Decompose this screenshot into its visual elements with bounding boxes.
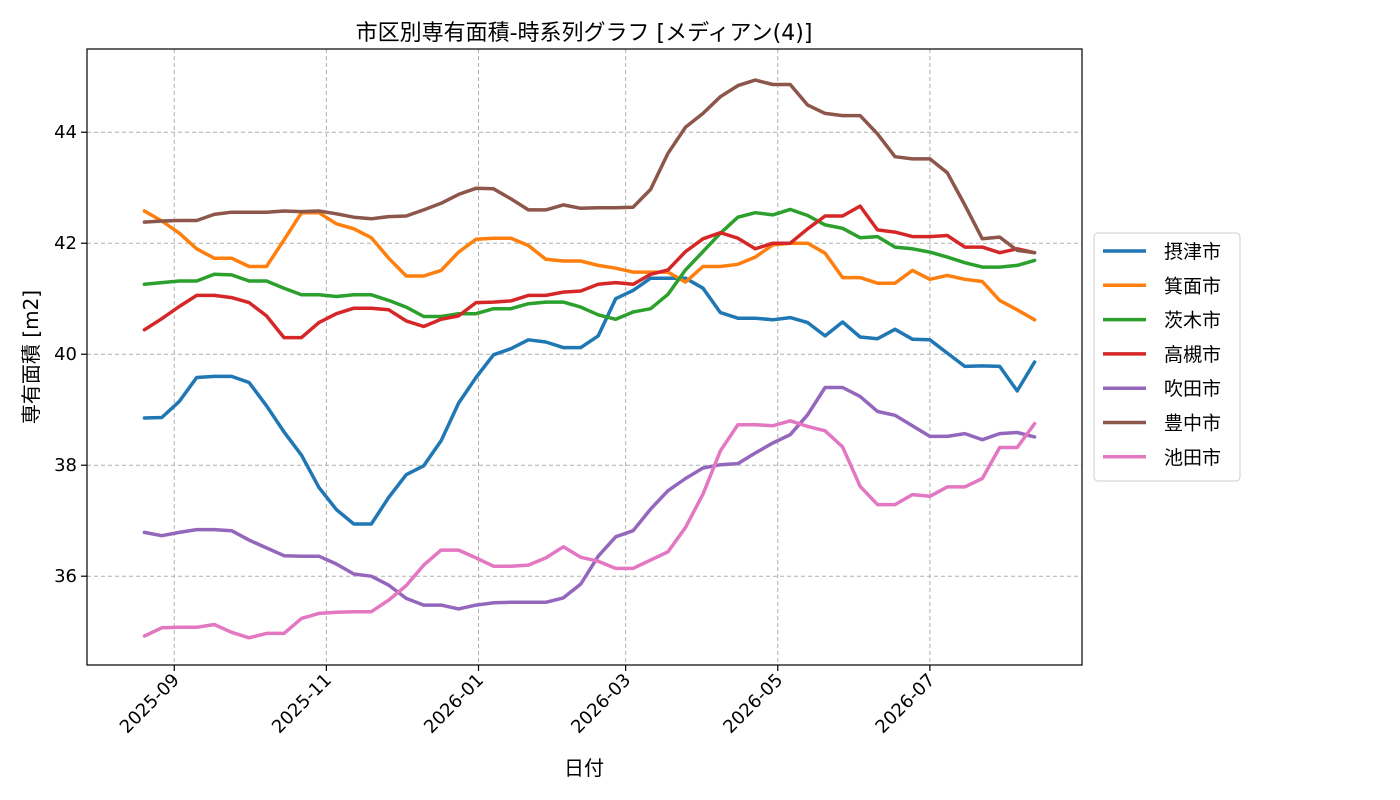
y-tick-label: 44: [54, 122, 77, 143]
series-line-1: [142, 276, 1037, 526]
legend-label: 高槻市: [1164, 344, 1221, 366]
y-axis-title: 専有面積 [m2]: [19, 290, 43, 424]
series-line-4: [142, 204, 1037, 340]
series-line-5: [142, 385, 1037, 611]
plot-frame: [86, 48, 1083, 666]
legend-label: 吹田市: [1164, 378, 1221, 400]
y-tick-label: 40: [54, 344, 77, 365]
series-line-6: [142, 78, 1037, 255]
chart-title: 市区別専有面積-時系列グラフ [メディアン(4)]: [356, 21, 813, 46]
legend-label: 摂津市: [1164, 241, 1221, 263]
legend-label: 箕面市: [1164, 275, 1221, 297]
y-tick-label: 36: [54, 566, 77, 587]
legend-label: 豊中市: [1164, 413, 1221, 435]
series-layer: [142, 78, 1037, 640]
y-axis: 36 38 40 42 44: [54, 122, 87, 587]
y-tick-label: 38: [54, 455, 77, 476]
series-line-3: [142, 207, 1037, 322]
series-line-7: [142, 419, 1037, 640]
x-axis-title: 日付: [564, 756, 604, 780]
y-tick-label: 42: [54, 233, 77, 254]
legend-label: 池田市: [1164, 447, 1221, 469]
legend-label: 茨木市: [1164, 310, 1221, 332]
series-line-2: [142, 209, 1037, 322]
legend-box: [1093, 232, 1241, 482]
